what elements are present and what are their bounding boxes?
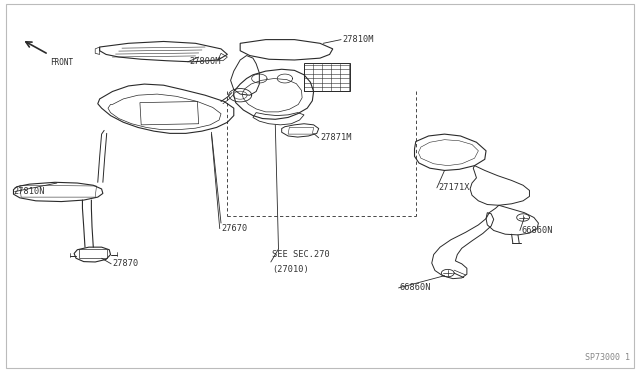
Text: 27670: 27670 bbox=[221, 224, 247, 233]
Text: (27010): (27010) bbox=[272, 265, 309, 274]
Text: FRONT: FRONT bbox=[51, 58, 74, 67]
Text: SP73000 1: SP73000 1 bbox=[585, 353, 630, 362]
Text: 27870: 27870 bbox=[113, 259, 139, 268]
Text: 27871M: 27871M bbox=[320, 133, 351, 142]
Text: 66860N: 66860N bbox=[400, 283, 431, 292]
Text: 66860N: 66860N bbox=[521, 226, 553, 235]
Text: 27800M: 27800M bbox=[189, 57, 221, 66]
Text: SEE SEC.270: SEE SEC.270 bbox=[272, 250, 330, 259]
Text: 27810N: 27810N bbox=[13, 187, 45, 196]
Text: 27810M: 27810M bbox=[342, 35, 374, 44]
Text: 27171X: 27171X bbox=[438, 183, 470, 192]
